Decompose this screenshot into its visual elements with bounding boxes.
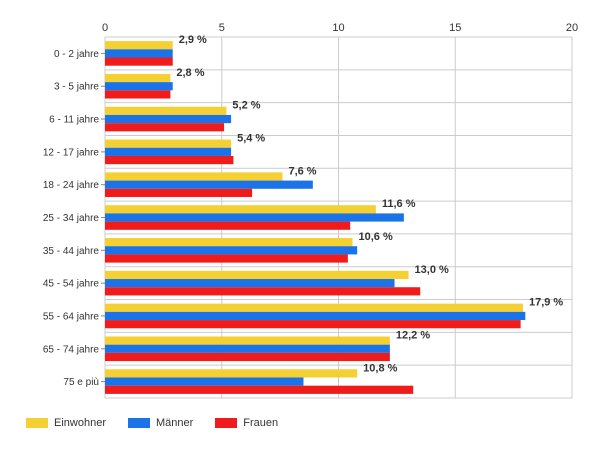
x-tick-label-20: 20: [566, 22, 578, 34]
y-tick-label-3: 12 - 17 jahre: [43, 147, 100, 158]
bar-mnner-9: [105, 344, 390, 353]
bar-frauen-7: [105, 287, 421, 296]
data-label-1: 2,8 %: [176, 67, 204, 79]
bar-mnner-7: [105, 279, 395, 288]
y-tick-label-1: 3 - 5 jahre: [54, 82, 99, 93]
data-label-9: 12,2 %: [396, 329, 430, 341]
legend-label-frauen: Frauen: [243, 417, 279, 429]
y-tick-label-6: 35 - 44 jahre: [43, 246, 100, 257]
data-label-6: 10,6 %: [359, 231, 393, 243]
legend-swatch-frauen: [215, 418, 238, 428]
legend-item-einwohner: Einwohner: [26, 417, 106, 429]
bar-frauen-0: [105, 57, 173, 66]
legend: Einwohner Männer Frauen: [26, 417, 278, 429]
bar-einwohner-5: [105, 205, 376, 214]
legend-label-maenner: Männer: [155, 417, 194, 429]
bar-mnner-8: [105, 311, 526, 321]
bar-mnner-6: [105, 246, 358, 255]
bar-frauen-1: [105, 90, 171, 99]
bar-einwohner-2: [105, 106, 227, 115]
bar-frauen-3: [105, 155, 234, 165]
bar-einwohner-3: [105, 139, 232, 148]
bar-mnner-5: [105, 213, 404, 222]
y-tick-label-2: 6 - 11 jahre: [49, 115, 99, 126]
bar-frauen-2: [105, 123, 225, 132]
x-tick-label-10: 10: [332, 22, 344, 34]
data-label-3: 5,4 %: [237, 133, 265, 145]
data-label-10: 10,8 %: [363, 362, 397, 374]
bar-einwohner-0: [105, 41, 173, 50]
bar-einwohner-6: [105, 238, 353, 247]
y-tick-label-4: 18 - 24 jahre: [43, 180, 100, 191]
y-tick-label-5: 25 - 34 jahre: [43, 213, 100, 224]
y-tick-label-0: 0 - 2 jahre: [54, 49, 99, 60]
bar-einwohner-4: [105, 172, 283, 181]
legend-item-frauen: Frauen: [215, 417, 278, 429]
x-tick-label-0: 0: [102, 22, 108, 34]
x-tick-label-5: 5: [219, 22, 225, 34]
bar-einwohner-1: [105, 73, 171, 83]
legend-label-einwohner: Einwohner: [54, 417, 106, 429]
bar-mnner-4: [105, 180, 313, 189]
bar-mnner-10: [105, 377, 304, 386]
bar-frauen-9: [105, 352, 390, 362]
data-label-0: 2,9 %: [179, 34, 207, 46]
bar-einwohner-10: [105, 369, 358, 378]
bar-mnner-2: [105, 114, 232, 124]
legend-swatch-einwohner: [26, 418, 48, 428]
y-tick-label-8: 55 - 64 jahre: [43, 311, 100, 322]
bar-mnner-0: [105, 49, 173, 58]
x-tick-label-15: 15: [449, 22, 461, 34]
data-label-7: 13,0 %: [415, 264, 449, 276]
y-tick-label-10: 75 e più: [63, 377, 99, 388]
bar-einwohner-7: [105, 270, 409, 280]
bar-frauen-5: [105, 221, 351, 230]
y-tick-label-7: 45 - 54 jahre: [43, 279, 100, 290]
bar-mnner-1: [105, 82, 173, 91]
data-label-2: 5,2 %: [232, 100, 260, 112]
legend-item-maenner: Männer: [127, 417, 194, 429]
bar-frauen-8: [105, 320, 521, 329]
data-label-4: 7,6 %: [288, 165, 316, 177]
data-label-5: 11,6 %: [382, 198, 416, 210]
bar-frauen-4: [105, 188, 253, 197]
bar-frauen-6: [105, 254, 348, 263]
bar-einwohner-8: [105, 303, 523, 312]
bar-mnner-3: [105, 147, 232, 156]
bar-frauen-10: [105, 385, 414, 394]
y-tick-label-9: 65 - 74 jahre: [43, 344, 100, 355]
data-label-8: 17,9 %: [529, 297, 563, 309]
legend-swatch-maenner: [127, 418, 150, 428]
bar-einwohner-9: [105, 336, 390, 345]
